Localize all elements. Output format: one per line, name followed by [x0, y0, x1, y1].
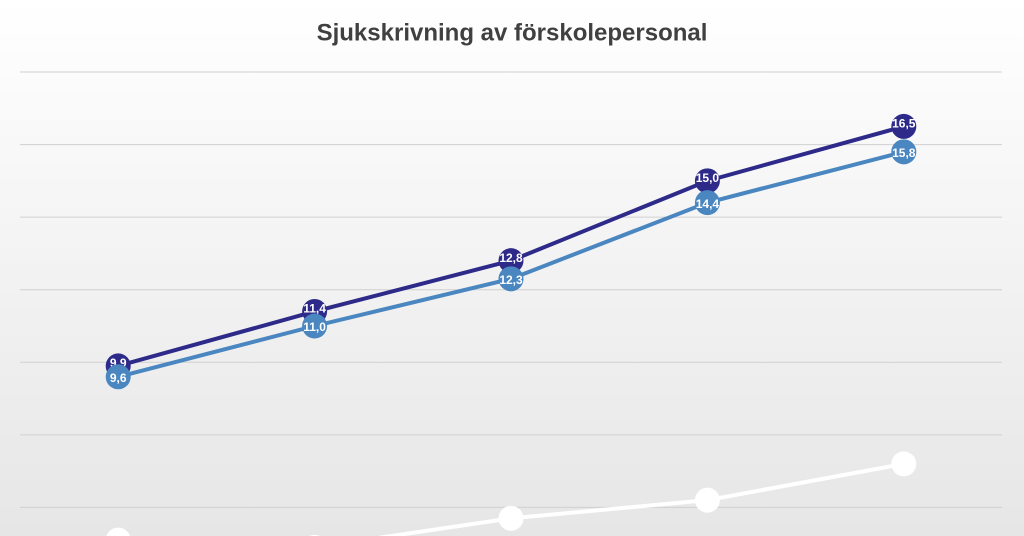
data-label: 15,0	[696, 171, 720, 185]
data-point	[891, 139, 917, 165]
data-point	[694, 190, 720, 216]
data-label: 14,4	[696, 197, 720, 211]
data-point	[694, 487, 720, 513]
data-point	[106, 527, 131, 536]
data-point	[498, 248, 524, 274]
data-point	[694, 168, 720, 194]
data-point	[498, 505, 524, 531]
data-label: 11,4	[303, 302, 326, 316]
data-point	[302, 313, 328, 339]
chart-title: Sjukskrivning av förskolepersonal	[317, 19, 708, 46]
data-label: 16,5	[892, 117, 916, 131]
data-label: 15,8	[892, 146, 916, 160]
data-point	[891, 451, 917, 477]
data-point	[891, 113, 917, 139]
data-label: 9,6	[110, 371, 127, 385]
data-point	[105, 364, 131, 390]
data-label: 12,3	[499, 273, 523, 287]
data-label: 12,8	[499, 251, 523, 265]
data-label: 11,0	[303, 320, 326, 334]
data-point	[498, 266, 524, 292]
